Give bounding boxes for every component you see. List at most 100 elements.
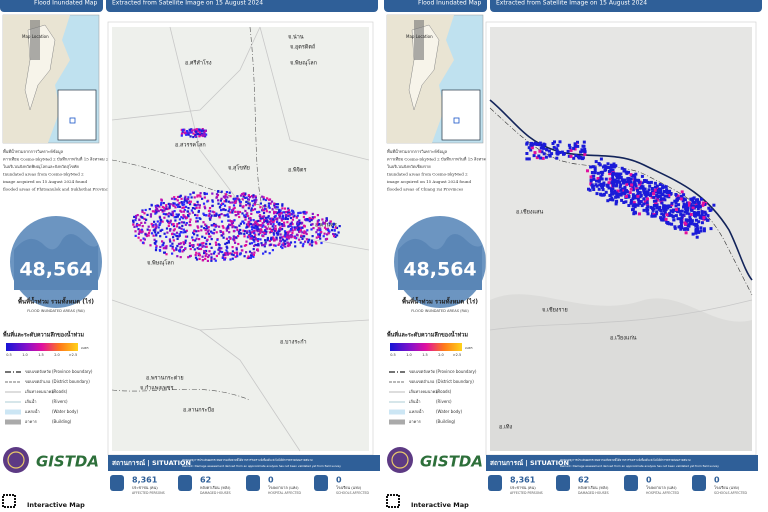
flood-pixel bbox=[310, 217, 313, 220]
flood-pixel bbox=[273, 239, 276, 242]
interactive-link[interactable]: Interactive Map bbox=[411, 501, 469, 509]
flood-pixel bbox=[201, 255, 204, 258]
description-line: image acquired on 15 August 2024 found bbox=[3, 179, 87, 184]
map-label: อ.เวียงแก่น bbox=[610, 335, 637, 342]
flood-pixel bbox=[676, 207, 680, 211]
flood-pixel bbox=[322, 221, 325, 224]
flood-pixel bbox=[193, 233, 196, 236]
flood-pixel bbox=[641, 185, 645, 189]
flood-pixel bbox=[663, 194, 667, 198]
map-label: จ.พิษณุโลก bbox=[147, 259, 174, 267]
flood-pixel bbox=[636, 188, 639, 192]
flood-pixel bbox=[184, 241, 187, 244]
flood-pixel bbox=[154, 209, 157, 212]
flood-pixel bbox=[699, 229, 703, 233]
flood-pixel bbox=[310, 219, 313, 222]
flood-pixel bbox=[592, 174, 596, 178]
flood-pixel bbox=[191, 239, 195, 242]
flood-pixel bbox=[285, 236, 288, 239]
flood-pixel bbox=[179, 242, 183, 245]
flood-pixel bbox=[231, 250, 234, 253]
flood-pixel bbox=[221, 256, 224, 259]
flood-pixel bbox=[172, 202, 175, 205]
flood-pixel bbox=[261, 195, 264, 198]
flood-pixel bbox=[301, 226, 304, 229]
flood-pixel bbox=[325, 228, 328, 231]
flood-pixel bbox=[207, 226, 210, 229]
flood-pixel bbox=[261, 208, 264, 211]
flood-pixel bbox=[220, 247, 223, 250]
interactive-link[interactable]: Interactive Map bbox=[27, 501, 85, 509]
flood-pixel bbox=[265, 227, 268, 230]
flood-pixel bbox=[684, 231, 688, 235]
flood-pixel bbox=[173, 198, 176, 201]
flood-pixel bbox=[602, 193, 606, 197]
stat-label-en: SCHOOLS AFFECTED bbox=[714, 491, 748, 495]
flood-pixel bbox=[188, 201, 191, 204]
flood-pixel bbox=[258, 210, 261, 213]
flood-pixel bbox=[599, 193, 603, 197]
flood-pixel bbox=[222, 208, 225, 211]
flood-pixel bbox=[188, 244, 191, 247]
flood-pixel bbox=[283, 230, 287, 233]
flood-pixel bbox=[541, 144, 545, 148]
flood-pixel bbox=[538, 149, 542, 153]
flood-pixel bbox=[338, 225, 341, 228]
flood-pixel bbox=[198, 135, 201, 138]
panel: Flood Inundated Map Extracted from Satell… bbox=[0, 0, 380, 509]
flood-pixel bbox=[292, 211, 295, 214]
flood-pixel bbox=[194, 204, 197, 207]
flood-pixel bbox=[624, 194, 628, 198]
flood-pixel bbox=[224, 195, 227, 198]
flood-pixel bbox=[182, 214, 185, 217]
flood-pixel bbox=[697, 200, 701, 204]
flood-pixel bbox=[253, 199, 256, 202]
flood-pixel bbox=[190, 244, 194, 247]
flood-pixel bbox=[686, 208, 690, 212]
flood-pixel bbox=[143, 212, 146, 215]
flood-pixel bbox=[169, 240, 172, 243]
map-label: จ.พิษณุโลก bbox=[290, 59, 317, 67]
flood-pixel bbox=[644, 194, 648, 198]
flood-pixel bbox=[235, 246, 238, 250]
flood-pixel bbox=[600, 177, 604, 181]
flood-pixel bbox=[239, 194, 243, 197]
flood-pixel bbox=[272, 232, 275, 235]
flood-pixel bbox=[676, 196, 680, 200]
flood-pixel bbox=[544, 155, 548, 159]
legend-label-th: ขอบเขตจังหวัด bbox=[409, 369, 436, 374]
flood-pixel bbox=[262, 198, 265, 201]
flood-pixel bbox=[141, 209, 144, 212]
flood-pixel bbox=[634, 184, 638, 188]
flood-pixel bbox=[226, 196, 229, 199]
stat-icon bbox=[488, 475, 502, 491]
flood-pixel bbox=[173, 216, 176, 219]
flood-pixel bbox=[176, 215, 179, 218]
flood-pixel bbox=[651, 206, 654, 210]
flood-pixel bbox=[276, 232, 280, 235]
flood-pixel bbox=[694, 213, 698, 217]
stat-label-th: ประชาชน (คน) bbox=[510, 485, 536, 490]
flood-pixel bbox=[170, 213, 173, 217]
flood-pixel bbox=[633, 205, 637, 209]
flood-pixel bbox=[223, 204, 227, 207]
flood-pixel bbox=[254, 237, 257, 240]
flood-pixel bbox=[286, 241, 289, 244]
flood-pixel bbox=[600, 173, 604, 177]
flood-pixel bbox=[213, 214, 216, 217]
flood-pixel bbox=[263, 207, 267, 210]
map-label: อ.เทิง bbox=[499, 424, 513, 431]
flood-pixel bbox=[203, 193, 206, 196]
flood-pixel bbox=[207, 209, 211, 212]
flood-pixel bbox=[252, 223, 256, 226]
flood-pixel bbox=[325, 217, 328, 220]
flood-pixel bbox=[162, 241, 165, 244]
flood-pixel bbox=[201, 197, 204, 200]
flood-pixel bbox=[615, 199, 619, 203]
flood-pixel bbox=[315, 236, 318, 239]
flood-pixel bbox=[582, 144, 586, 148]
flood-pixel bbox=[236, 251, 239, 254]
flood-pixel bbox=[574, 154, 578, 158]
flood-pixel bbox=[184, 239, 187, 242]
flood-pixel bbox=[265, 230, 268, 233]
